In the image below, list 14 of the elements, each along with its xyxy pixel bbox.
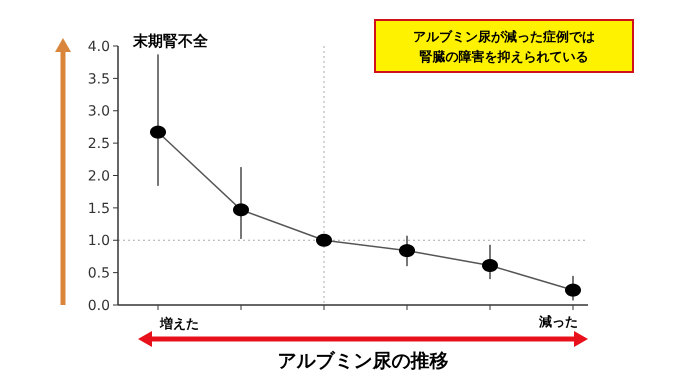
y-tick-label: 4.0 <box>88 38 110 55</box>
y-tick-label: 1.0 <box>88 233 110 250</box>
annotation: アルブミン尿が減った症例では腎臓の障害を抑えられている <box>413 29 595 65</box>
y-tick-label: 0.5 <box>88 266 110 282</box>
y-tick-label: 1.5 <box>88 200 110 217</box>
y-tick-label: 0.0 <box>88 298 110 314</box>
text: 減った <box>538 315 578 330</box>
y-tick-label: 3.0 <box>88 104 110 120</box>
text: 増えた <box>159 316 199 332</box>
x-axis-title: アルブミン尿の推移 <box>278 350 448 372</box>
annotation: 末期腎不全 <box>132 32 209 50</box>
y-tick-label: 2.5 <box>88 136 110 152</box>
y-tick-label: 2.0 <box>88 168 110 184</box>
y-tick-label: 3.5 <box>88 71 110 88</box>
